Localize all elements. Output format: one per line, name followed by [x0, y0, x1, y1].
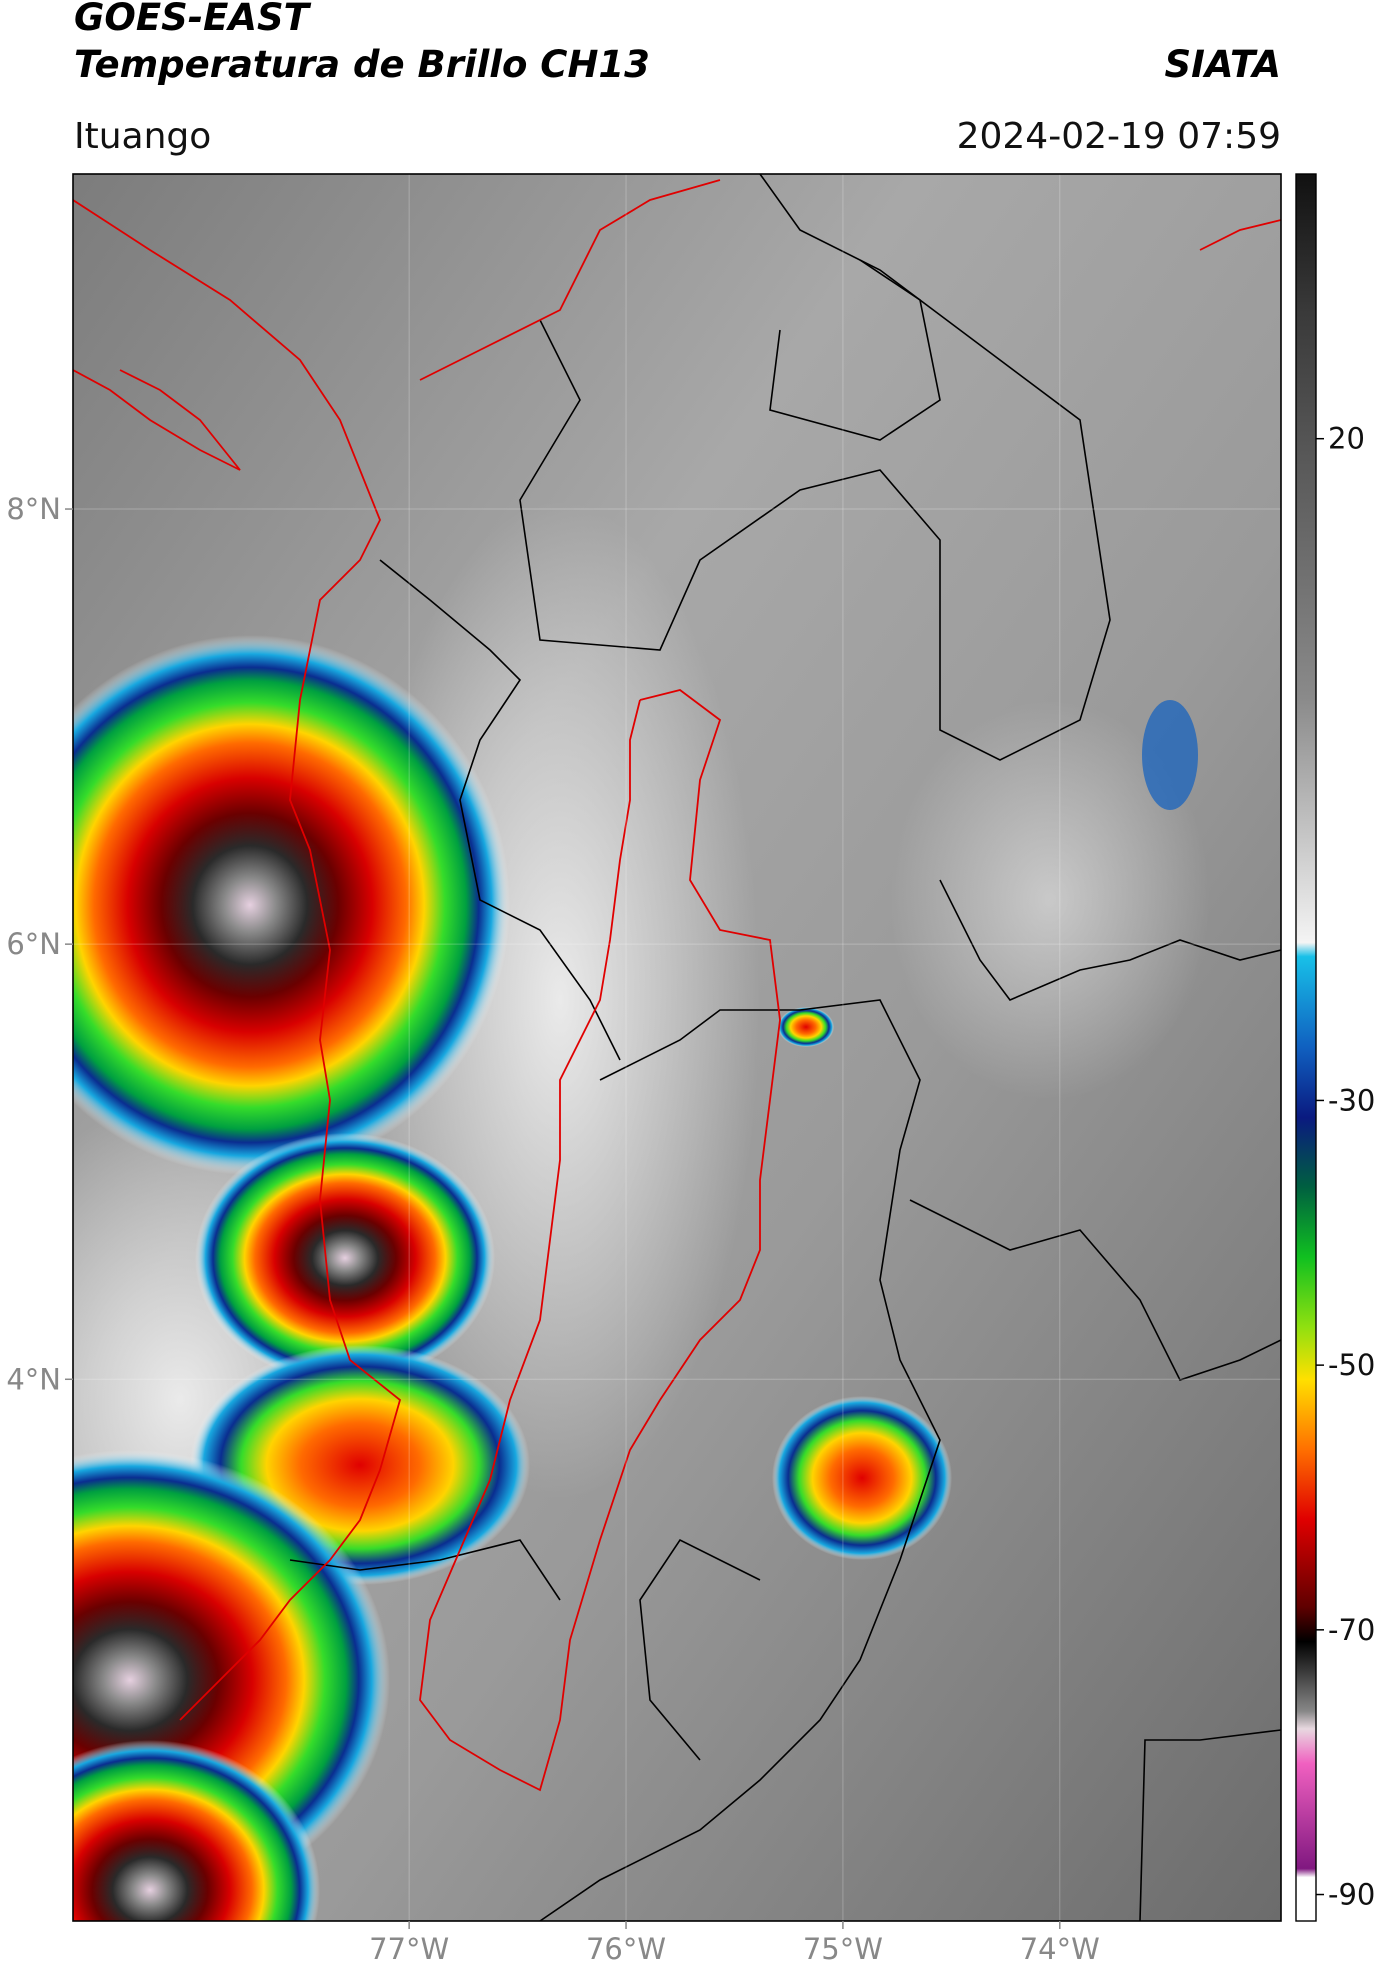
- brand: SIATA: [1164, 43, 1281, 86]
- x-tick-label: 76°W: [586, 1932, 666, 1966]
- location: Ituango: [74, 116, 211, 157]
- y-tick-label: 4°N: [6, 1362, 61, 1396]
- colorbar-tick-label: -90: [1328, 1878, 1375, 1912]
- colorbar-tick-label: -70: [1328, 1613, 1375, 1647]
- datetime: 2024-02-19 07:59: [957, 116, 1281, 157]
- colorbar-tick-label: -50: [1328, 1348, 1375, 1382]
- map-frame: [72, 173, 1282, 1922]
- subtitle: Temperatura de Brillo CH13: [74, 43, 650, 86]
- title: GOES-EAST: [74, 0, 312, 39]
- y-tick-label: 6°N: [6, 927, 61, 961]
- x-tick-label: 75°W: [803, 1932, 883, 1966]
- x-tick-label: 77°W: [369, 1932, 449, 1966]
- colorbar-tick-label: -30: [1328, 1083, 1375, 1117]
- colorbar: [1295, 173, 1317, 1922]
- y-tick-label: 8°N: [6, 492, 61, 526]
- x-tick-label: 74°W: [1020, 1932, 1100, 1966]
- satellite-image: [73, 174, 1281, 1921]
- colorbar-tick-label: 20: [1328, 422, 1365, 456]
